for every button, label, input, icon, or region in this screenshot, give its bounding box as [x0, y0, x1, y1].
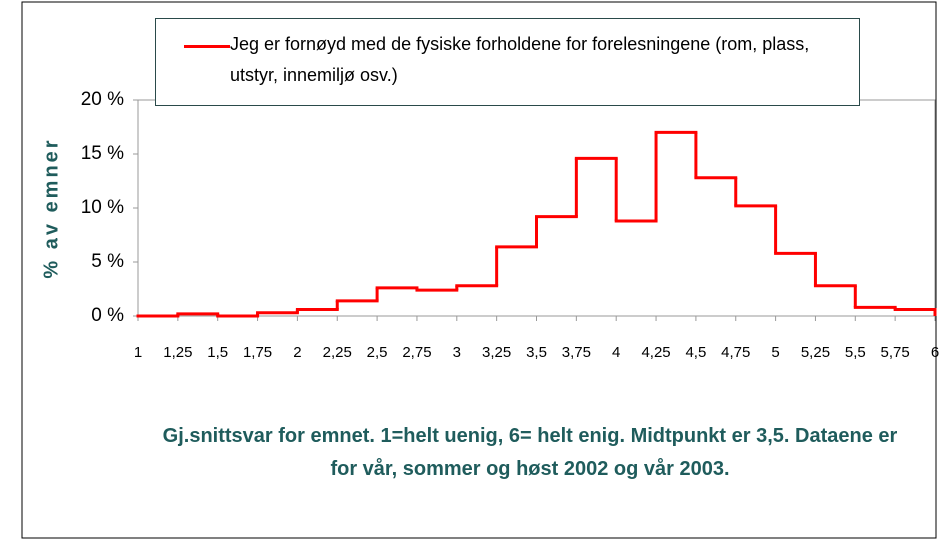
x-tick-label: 2,5	[367, 344, 388, 361]
x-tick-label: 4	[612, 344, 620, 361]
x-tick-label: 3	[453, 344, 461, 361]
y-tick-label: 10 %	[81, 197, 124, 218]
legend-label: Jeg er fornøyd med de fysiske forholdene…	[230, 34, 810, 85]
x-tick-label: 3,75	[562, 344, 591, 361]
x-tick-label: 5,5	[845, 344, 866, 361]
x-tick-label: 1	[134, 344, 142, 361]
x-tick-label: 5,75	[881, 344, 910, 361]
x-tick-label: 1,25	[163, 344, 192, 361]
chart-frame	[21, 1, 937, 539]
x-tick-label: 4,25	[641, 344, 670, 361]
x-tick-label: 2	[293, 344, 301, 361]
y-axis-label: % av emner	[40, 137, 62, 278]
x-tick-label: 4,75	[721, 344, 750, 361]
x-tick-label: 6	[931, 344, 939, 361]
y-tick-label: 15 %	[81, 143, 124, 164]
y-tick-label: 20 %	[81, 89, 124, 110]
y-tick-label: 0 %	[91, 305, 124, 326]
x-tick-label: 1,5	[207, 344, 228, 361]
x-tick-label: 3,5	[526, 344, 547, 361]
x-tick-label: 2,25	[323, 344, 352, 361]
x-tick-label: 5,25	[801, 344, 830, 361]
x-tick-label: 5	[771, 344, 779, 361]
x-axis-label: Gj.snittsvar for emnet. 1=helt uenig, 6=…	[162, 425, 898, 480]
x-tick-label: 4,5	[685, 344, 706, 361]
x-tick-label: 1,75	[243, 344, 272, 361]
y-tick-label: 5 %	[91, 251, 124, 272]
x-tick-label: 3,25	[482, 344, 511, 361]
legend: Jeg er fornøyd med de fysiske forholdene…	[155, 18, 860, 106]
x-tick-label: 2,75	[402, 344, 431, 361]
legend-swatch	[184, 45, 230, 48]
